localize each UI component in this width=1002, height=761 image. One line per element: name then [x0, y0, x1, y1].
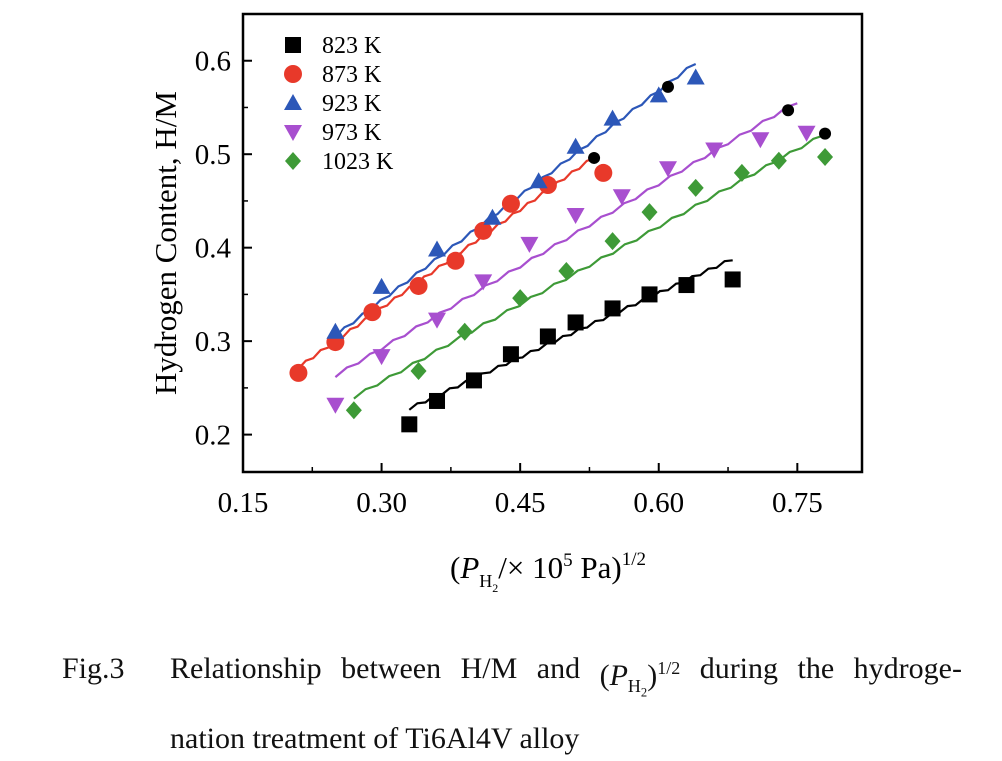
x-tick-label: 0.75 [772, 487, 823, 519]
caption-word: H/M [460, 652, 518, 685]
y-tick-label: 0.3 [195, 326, 231, 358]
data-point-823-K [465, 372, 482, 389]
data-point-973-K [372, 349, 391, 366]
data-point-1023-K [558, 262, 575, 281]
legend-marker-1023-K [285, 152, 301, 170]
plot-frame [241, 12, 864, 474]
data-point-823-K [724, 271, 741, 288]
caption-word: the [797, 652, 835, 685]
data-point-923-K [326, 322, 345, 339]
data-point-873-K [446, 251, 465, 270]
data-point-823-K [641, 286, 658, 303]
data-point-973-K [797, 125, 816, 142]
data-point-1023-K [410, 362, 427, 381]
data-point-973-K [705, 142, 724, 159]
data-point-923-K [566, 137, 585, 154]
data-point-823-K [567, 314, 584, 331]
data-point-873-K [501, 194, 520, 213]
caption-word: Relationship [170, 652, 322, 685]
data-point-1023-K [733, 163, 750, 182]
caption-word: hydroge- [853, 652, 962, 685]
fit-endpoint [661, 80, 674, 93]
caption-text: Relationship between H/M and (PH2)1/2 during t… [170, 646, 962, 716]
x-tick-label: 0.15 [218, 487, 269, 519]
y-tick-label: 0.5 [195, 139, 231, 171]
caption-line-2: nation treatment of Ti6Al4V alloy [170, 721, 580, 755]
data-point-923-K [428, 240, 447, 257]
y-axis-label: Hydrogen Content, H/M [148, 91, 183, 395]
data-point-873-K [409, 276, 428, 295]
caption-line-1: Fig.3 Relationship between H/M and (PH2)1/2 d… [62, 646, 962, 716]
data-point-973-K [520, 236, 539, 253]
y-tick-label: 0.6 [195, 46, 231, 78]
data-point-973-K [428, 312, 447, 329]
caption-word: between [341, 652, 442, 685]
fit-line-1023-K [353, 133, 826, 400]
legend-label: 923 K [322, 91, 382, 117]
legend: 823 K 873 K 923 K 973 K 1023 K [284, 33, 394, 175]
legend-marker-973-K [284, 125, 302, 141]
legend-label: 1023 K [322, 149, 394, 175]
data-point-823-K [678, 277, 695, 294]
legend-label: 973 K [322, 120, 382, 146]
data-point-873-K [594, 163, 613, 182]
caption-label: Fig.3 [62, 652, 125, 685]
fit-endpoint [782, 104, 795, 117]
fit-endpoint [588, 151, 601, 164]
axis-labels: 0.15 0.30 0.45 0.60 0.75 0.2 0.3 0.4 0.5 0.6 Hydro… [148, 46, 823, 595]
data-point-973-K [326, 397, 345, 414]
fit-endpoint [819, 127, 832, 140]
data-point-973-K [658, 161, 677, 178]
caption-word: and [536, 652, 581, 685]
data-point-823-K [604, 300, 621, 317]
data-point-1023-K [641, 203, 658, 222]
legend-label: 873 K [322, 62, 382, 88]
x-axis-label: (PH2/× 105 Pa)1/2 [450, 549, 646, 595]
data-point-823-K [502, 346, 519, 363]
x-tick-label: 0.45 [495, 487, 546, 519]
data-point-973-K [612, 189, 631, 206]
data-point-1023-K [770, 151, 787, 170]
data-point-923-K [649, 86, 668, 103]
y-tick-label: 0.2 [195, 420, 231, 452]
data-point-823-K [539, 328, 556, 345]
data-point-873-K [474, 221, 493, 240]
data-point-923-K [529, 172, 548, 189]
data-point-923-K [372, 277, 391, 294]
data-point-973-K [751, 132, 770, 149]
data-point-823-K [429, 392, 446, 409]
data-point-973-K [566, 207, 585, 224]
x-tick-label: 0.60 [633, 487, 684, 519]
caption-word: during [699, 652, 779, 685]
data-point-1023-K [345, 401, 362, 420]
legend-label: 823 K [322, 33, 382, 59]
legend-marker-923-K [284, 94, 302, 110]
legend-marker-873-K [284, 65, 302, 83]
data-point-823-K [401, 416, 418, 433]
figure-caption: Fig.3 Relationship between H/M and (PH2)1/2 d… [62, 646, 962, 761]
data-point-923-K [686, 68, 705, 85]
x-tick-label: 0.30 [356, 487, 407, 519]
data-point-1023-K [512, 289, 529, 308]
data-point-973-K [474, 274, 493, 291]
data-point-1023-K [817, 148, 834, 167]
data-point-1023-K [604, 232, 621, 251]
data-points [289, 68, 834, 433]
y-tick-label: 0.4 [195, 233, 232, 265]
data-point-1023-K [456, 322, 473, 341]
data-point-923-K [603, 109, 622, 126]
caption-pressure-term: (PH2)1/2 [599, 658, 681, 700]
data-point-873-K [363, 303, 382, 322]
legend-marker-823-K [285, 37, 301, 53]
data-point-1023-K [687, 178, 704, 197]
data-point-873-K [538, 176, 557, 195]
data-point-873-K [289, 363, 308, 382]
data-point-923-K [483, 208, 502, 225]
